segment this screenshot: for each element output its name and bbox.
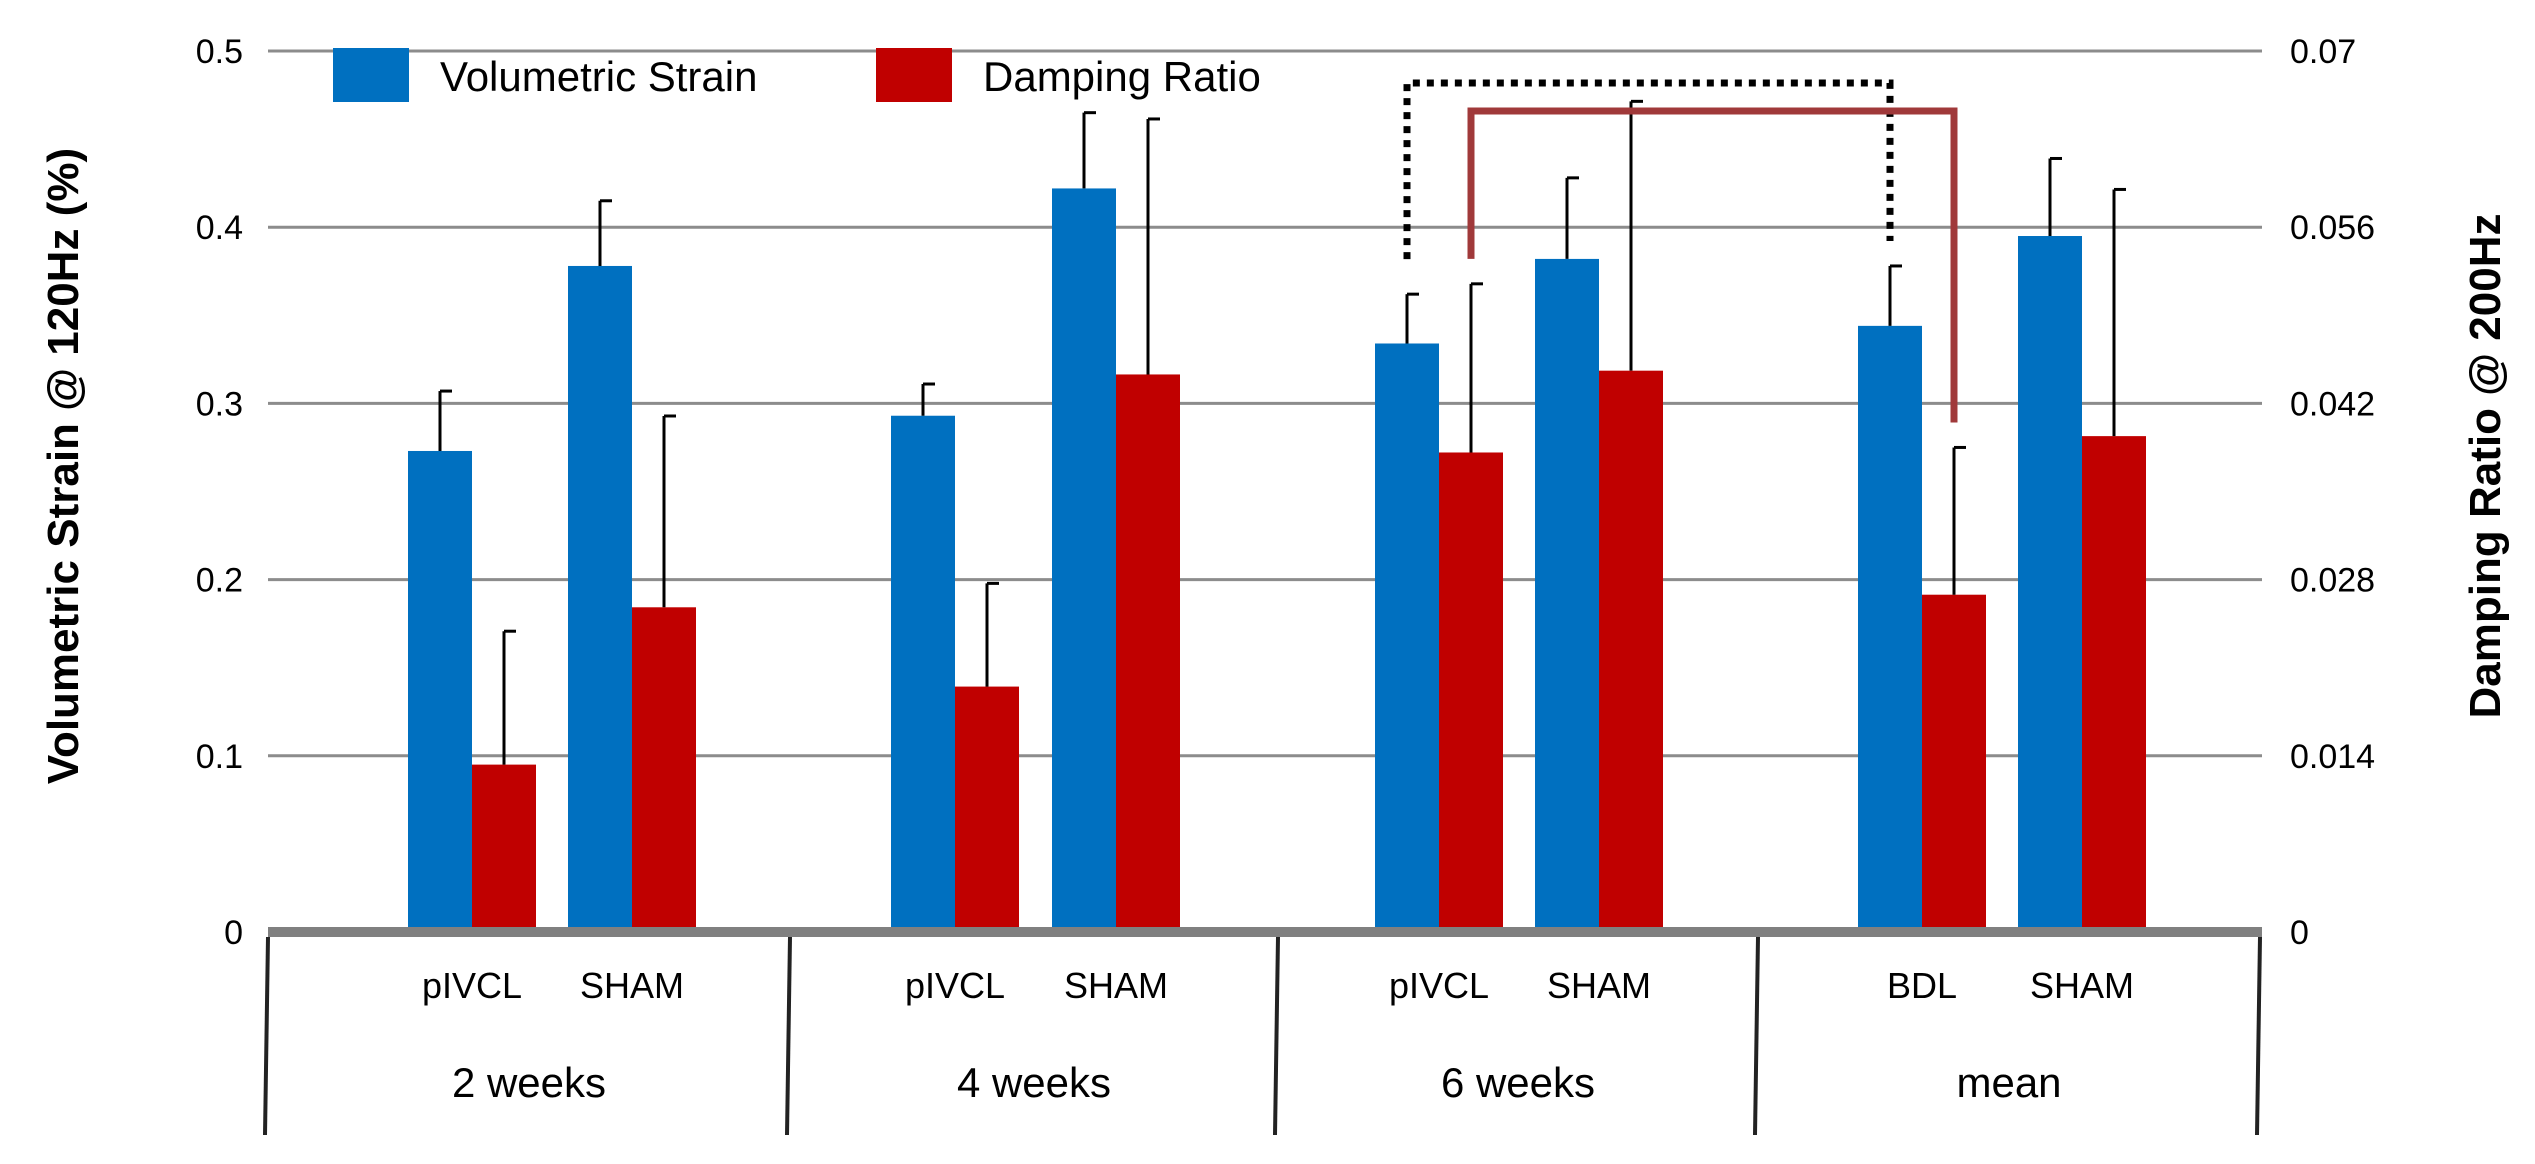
x-category-label: SHAM (1547, 965, 1651, 1006)
y-right-tick-label: 0.028 (2290, 562, 2375, 600)
bar-volumetric-strain (2018, 236, 2082, 932)
error-bars (438, 99, 2126, 765)
x-category-label: pIVCL (422, 965, 522, 1006)
x-group-label: 6 weeks (1441, 1059, 1595, 1106)
bar-volumetric-strain (891, 415, 955, 932)
right-axis-ticks: 0 0.014 0.028 0.042 0.056 0.07 (2290, 33, 2375, 952)
bar-volumetric-strain (1052, 188, 1116, 932)
bar-damping-ratio (1439, 452, 1503, 932)
y-axis-left-title: Volumetric Strain @ 120Hz (%) (39, 148, 88, 784)
significance-brackets (1403, 79, 1958, 423)
x-group-label: 4 weeks (957, 1059, 1111, 1106)
left-axis-ticks: 0 0.1 0.2 0.3 0.4 0.5 (196, 33, 243, 952)
legend-label-damping-ratio: Damping Ratio (983, 53, 1261, 100)
y-left-tick-label: 0.2 (196, 562, 243, 600)
x-axis-categories: pIVCL SHAM 2 weeks pIVCL SHAM 4 weeks pIVCL SHA… (263, 936, 2262, 1136)
x-category-label: BDL (1887, 965, 1957, 1006)
x-group-label: mean (1956, 1059, 2061, 1106)
y-right-tick-label: 0.07 (2290, 33, 2356, 71)
bracket-solid-damping-ratio (1467, 107, 1958, 423)
bar-volumetric-strain (1535, 258, 1599, 932)
legend-swatch-volumetric-strain (333, 48, 409, 102)
legend-swatch-damping-ratio (876, 48, 952, 102)
bar-volumetric-strain (1375, 343, 1439, 932)
bar-volumetric-strain (1858, 325, 1922, 932)
bar-damping-ratio (2082, 436, 2146, 932)
bar-damping-ratio (472, 764, 536, 932)
group-divider (1753, 936, 1760, 1136)
legend: Volumetric Strain Damping Ratio (333, 48, 1261, 102)
y-left-tick-label: 0 (224, 914, 243, 952)
y-left-tick-label: 0.3 (196, 385, 243, 423)
x-category-label: pIVCL (1389, 965, 1489, 1006)
y-axis-right-title: Damping Ratio @ 200Hz (2461, 214, 2510, 719)
bar-damping-ratio (1922, 594, 1986, 932)
y-right-tick-label: 0.042 (2290, 385, 2375, 423)
group-divider (263, 936, 270, 1136)
bar-volumetric-strain (408, 450, 472, 932)
y-left-tick-label: 0.4 (196, 209, 243, 247)
legend-label-volumetric-strain: Volumetric Strain (440, 53, 757, 100)
bar-damping-ratio (1599, 370, 1663, 933)
x-category-label: SHAM (2030, 965, 2134, 1006)
group-divider (785, 936, 792, 1136)
y-right-tick-label: 0.056 (2290, 209, 2375, 247)
y-right-tick-label: 0.014 (2290, 738, 2375, 776)
bar-volumetric-strain (568, 265, 632, 932)
y-right-tick-label: 0 (2290, 914, 2309, 952)
bar-damping-ratio (632, 607, 696, 932)
x-group-label: 2 weeks (452, 1059, 606, 1106)
group-divider (2255, 936, 2262, 1136)
x-category-label: SHAM (580, 965, 684, 1006)
group-divider (1273, 936, 1280, 1136)
y-left-tick-label: 0.5 (196, 33, 243, 71)
bar-damping-ratio (1116, 374, 1180, 932)
x-category-label: SHAM (1064, 965, 1168, 1006)
bars (408, 188, 2146, 933)
bar-damping-ratio (955, 686, 1019, 932)
bracket-dotted-volumetric-strain (1403, 79, 1894, 260)
x-category-label: pIVCL (905, 965, 1005, 1006)
y-left-tick-label: 0.1 (196, 738, 243, 776)
